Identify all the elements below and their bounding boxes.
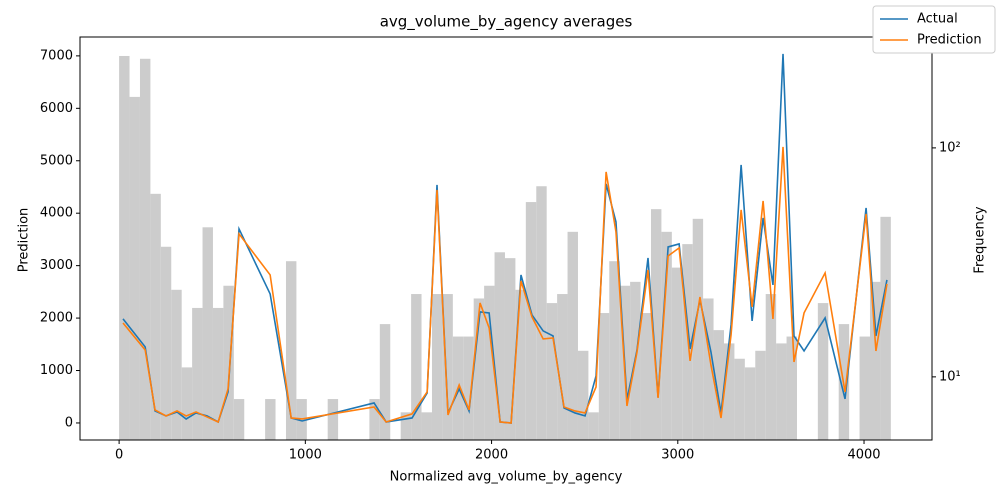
histogram-bar [859, 336, 870, 440]
histogram-bar [817, 303, 829, 440]
legend-label: Prediction [917, 33, 982, 48]
histogram-bar [411, 294, 422, 440]
histogram-bar [869, 281, 881, 440]
histogram-bar [202, 227, 213, 440]
histogram-bar [588, 412, 599, 440]
y2-tick-label: 10² [939, 140, 961, 155]
histogram-bar [265, 399, 276, 440]
y-tick-label: 0 [65, 415, 73, 430]
histogram-bar [233, 399, 245, 440]
histogram-bar [192, 307, 203, 440]
histogram-bar [421, 412, 432, 440]
histogram-bar [536, 186, 547, 440]
histogram-bar [463, 336, 474, 440]
y2-axis-label: Frequency [973, 206, 988, 273]
y-tick-label: 2000 [40, 311, 73, 326]
line-series [122, 146, 888, 424]
histogram-bar [525, 202, 537, 440]
histogram-bar [557, 294, 568, 440]
histogram-bar [504, 258, 516, 440]
x-tick-label: 2000 [475, 448, 508, 463]
histogram-bar [723, 343, 735, 440]
histogram-bar [734, 358, 745, 440]
histogram-bar [671, 267, 683, 440]
y-tick-label: 5000 [40, 153, 73, 168]
histogram-bar [473, 298, 485, 440]
x-tick-label: 0 [115, 448, 123, 463]
histogram-bar [515, 289, 526, 440]
histogram-bar [765, 294, 777, 440]
y-tick-label: 3000 [40, 258, 73, 273]
histogram-bar [160, 246, 172, 440]
y-tick-label: 6000 [40, 101, 73, 116]
histogram-bar [713, 330, 724, 440]
histogram-bar [181, 367, 193, 440]
histogram-bar [755, 350, 766, 440]
histogram-bar [598, 313, 610, 440]
x-tick-label: 4000 [847, 448, 880, 463]
histogram-bar [703, 298, 714, 440]
histogram-bar [880, 216, 891, 440]
legend-box [872, 5, 996, 54]
plot-frame [79, 36, 933, 441]
histogram-bar [285, 261, 297, 440]
histogram-bar [661, 231, 672, 440]
histogram-bar [212, 307, 224, 440]
histogram-bar [327, 399, 339, 440]
histogram-bar [150, 193, 161, 440]
x-tick-label: 3000 [661, 448, 694, 463]
histogram-bar [379, 324, 391, 440]
x-tick-label: 1000 [289, 448, 322, 463]
histogram-bar [650, 209, 662, 440]
histogram-bar [139, 58, 151, 440]
histogram-bar [577, 350, 589, 440]
y-axis-label: Prediction [17, 208, 32, 273]
histogram-bar [786, 336, 797, 440]
histogram-bar [692, 218, 704, 440]
histogram-bar [609, 261, 620, 440]
legend: Actual Prediction [872, 5, 996, 54]
histogram-bar [567, 231, 578, 440]
legend-label: Actual [917, 12, 958, 27]
chart-title: avg_volume_by_agency averages [380, 13, 633, 32]
y-tick-label: 7000 [40, 48, 73, 63]
histogram-bar [484, 285, 495, 440]
histogram-bar [776, 343, 787, 440]
y-tick-label: 4000 [40, 206, 73, 221]
histogram-bar [431, 294, 443, 440]
histogram-bar [369, 399, 380, 440]
histogram-bar [223, 285, 234, 440]
histogram-bar [442, 294, 453, 440]
histogram-bar [119, 55, 130, 440]
histogram-bar [744, 367, 756, 440]
histogram-bar [400, 412, 412, 440]
histogram-bar [494, 252, 505, 440]
histogram-bar [640, 313, 651, 440]
y2-tick-label: 10¹ [939, 369, 961, 384]
histogram-bar [546, 303, 558, 440]
histogram-bar [171, 289, 182, 440]
y-tick-label: 1000 [40, 363, 73, 378]
histogram-bar [129, 96, 140, 441]
x-axis-label: Normalized avg_volume_by_agency [390, 470, 623, 485]
